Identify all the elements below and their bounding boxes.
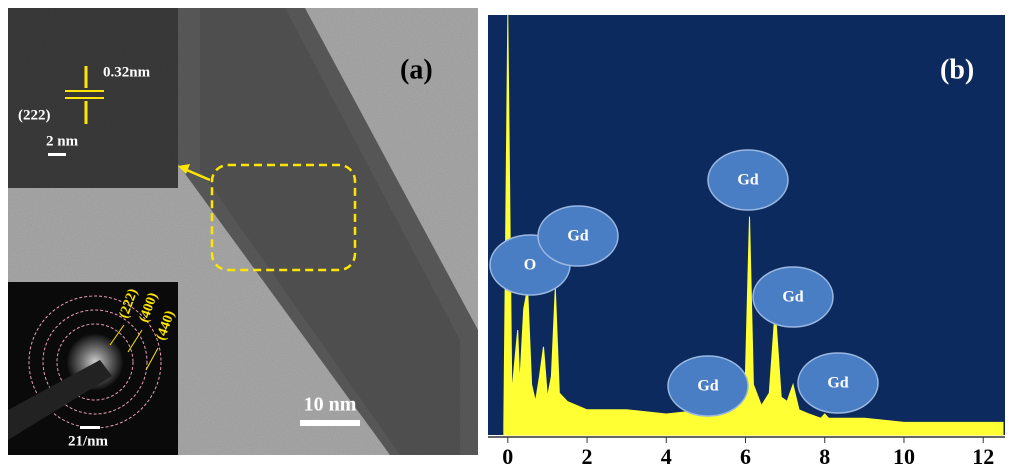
- x-tick-label: 2: [582, 444, 593, 469]
- eds-spectrum: 0 2 4 6 8 10 12 (b) O Gd Gd Gd Gd Gd: [488, 15, 1005, 469]
- inset-scale: 2 nm: [46, 133, 79, 149]
- x-tick-label: 6: [740, 444, 751, 469]
- element-label: Gd: [782, 289, 803, 306]
- panel-label: (a): [400, 54, 433, 85]
- figure: (a) 0.32nm (222) 2 nm (222) (400) (440) …: [0, 0, 1011, 471]
- saed-scale: 21/nm: [68, 433, 109, 449]
- element-label: Gd: [567, 228, 588, 245]
- element-label: Gd: [827, 375, 848, 392]
- element-label: Gd: [737, 172, 758, 189]
- x-tick-label: 8: [819, 444, 830, 469]
- x-tick-label: 4: [661, 444, 672, 469]
- element-label: Gd: [697, 378, 718, 395]
- x-tick-label: 10: [893, 444, 915, 469]
- element-label: O: [524, 257, 536, 274]
- x-tick-label: 0: [502, 444, 513, 469]
- lattice-spacing: 0.32nm: [103, 64, 151, 80]
- panel-label: (b): [940, 54, 974, 85]
- lattice-plane: (222): [18, 107, 51, 123]
- x-tick-label: 12: [972, 444, 994, 469]
- tem-image: (a) 0.32nm (222) 2 nm (222) (400) (440) …: [8, 8, 478, 455]
- scale-bar-label: 10 nm: [304, 394, 357, 416]
